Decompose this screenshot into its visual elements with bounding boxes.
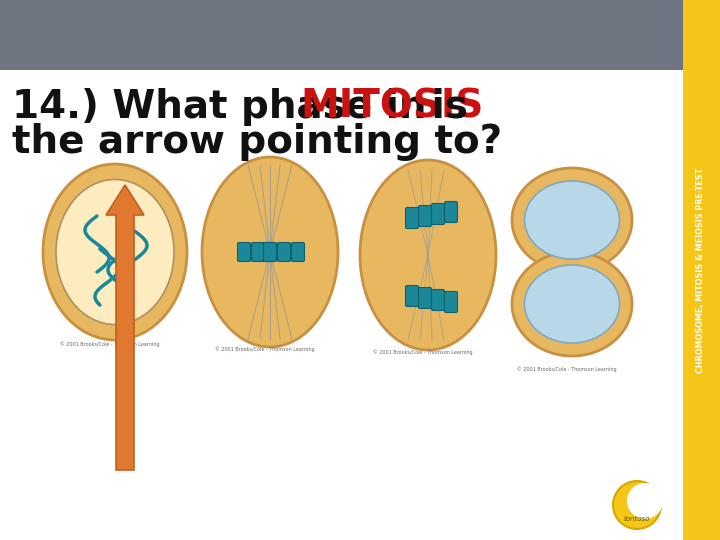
FancyArrow shape (106, 185, 144, 470)
FancyBboxPatch shape (277, 242, 290, 261)
Text: CHROMOSOME, MITOSIS & MEIOSIS PRE-TEST: CHROMOSOME, MITOSIS & MEIOSIS PRE-TEST (696, 167, 706, 373)
FancyBboxPatch shape (444, 292, 457, 313)
Ellipse shape (512, 252, 632, 356)
Text: is: is (418, 88, 468, 126)
FancyBboxPatch shape (431, 289, 444, 310)
FancyBboxPatch shape (405, 286, 418, 307)
Text: © 2001 Brooks/Cole - Thomson Learning: © 2001 Brooks/Cole - Thomson Learning (215, 346, 315, 352)
Bar (683, 0, 720, 540)
Ellipse shape (56, 179, 174, 325)
FancyBboxPatch shape (238, 242, 251, 261)
Text: © 2001 Brooks/Cole - Thomson Learning: © 2001 Brooks/Cole - Thomson Learning (60, 341, 160, 347)
Ellipse shape (524, 181, 619, 259)
Ellipse shape (43, 164, 187, 340)
Ellipse shape (202, 157, 338, 347)
FancyBboxPatch shape (431, 204, 444, 225)
FancyBboxPatch shape (264, 242, 276, 261)
Circle shape (627, 483, 663, 519)
Text: MITOSIS: MITOSIS (301, 88, 484, 126)
FancyBboxPatch shape (418, 206, 431, 226)
FancyBboxPatch shape (418, 287, 431, 308)
Ellipse shape (360, 160, 496, 350)
Text: © 2001 Brooks/Cole - Thomson Learning: © 2001 Brooks/Cole - Thomson Learning (373, 349, 472, 355)
Ellipse shape (524, 265, 619, 343)
FancyBboxPatch shape (292, 242, 305, 261)
Text: tontoso: tontoso (624, 516, 650, 522)
FancyBboxPatch shape (444, 201, 457, 222)
Circle shape (613, 481, 661, 529)
Text: © 2001 Brooks/Cole - Thomson Learning: © 2001 Brooks/Cole - Thomson Learning (517, 366, 616, 372)
Bar (0, 0, 683, 70)
Text: the arrow pointing to?: the arrow pointing to? (12, 123, 502, 161)
Text: 14.) What phase in: 14.) What phase in (12, 88, 440, 126)
FancyBboxPatch shape (405, 207, 418, 228)
Ellipse shape (512, 168, 632, 272)
FancyBboxPatch shape (251, 242, 264, 261)
